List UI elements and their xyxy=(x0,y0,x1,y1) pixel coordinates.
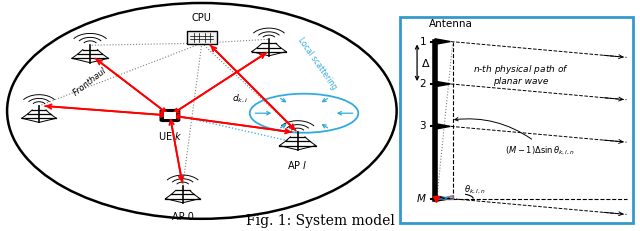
Text: AP 0: AP 0 xyxy=(172,212,194,222)
Text: $\Delta$: $\Delta$ xyxy=(421,57,431,69)
FancyBboxPatch shape xyxy=(161,110,179,121)
Text: Antenna: Antenna xyxy=(429,19,472,29)
Text: $d_{k,i}$: $d_{k,i}$ xyxy=(232,93,248,105)
Polygon shape xyxy=(435,124,451,129)
Text: M: M xyxy=(417,194,426,204)
Polygon shape xyxy=(436,195,453,199)
Text: $n$-th physical path of
planar wave: $n$-th physical path of planar wave xyxy=(473,63,569,86)
Text: AP $l$: AP $l$ xyxy=(287,159,308,171)
FancyBboxPatch shape xyxy=(164,112,175,119)
Text: $(M-1)\Delta\sin\theta_{k,l,n}$: $(M-1)\Delta\sin\theta_{k,l,n}$ xyxy=(506,145,575,157)
FancyBboxPatch shape xyxy=(186,31,217,44)
Text: 3: 3 xyxy=(419,121,426,131)
Text: CPU: CPU xyxy=(192,12,212,22)
Text: 1: 1 xyxy=(419,36,426,47)
Polygon shape xyxy=(435,196,451,201)
Polygon shape xyxy=(435,39,451,44)
Text: Fronthaul: Fronthaul xyxy=(72,66,109,98)
Text: UE $k$: UE $k$ xyxy=(157,130,182,142)
Text: Fig. 1: System model: Fig. 1: System model xyxy=(246,214,394,228)
Text: Local scattering: Local scattering xyxy=(296,36,338,91)
Polygon shape xyxy=(435,81,451,87)
Bar xyxy=(400,17,633,223)
Text: $\theta_{k,l,n}$: $\theta_{k,l,n}$ xyxy=(465,184,486,196)
Text: 2: 2 xyxy=(419,79,426,89)
